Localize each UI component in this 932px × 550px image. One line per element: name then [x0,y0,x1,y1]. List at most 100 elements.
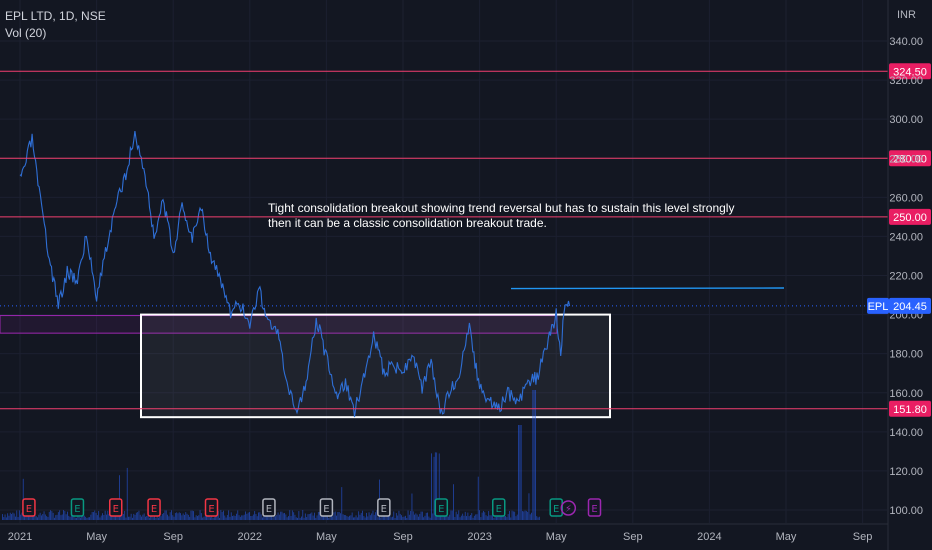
volume-bar [219,517,220,520]
level-price-label: 324.50 [893,66,927,78]
volume-indicator-label[interactable]: Vol (20) [5,26,47,40]
level-price-tag[interactable] [889,63,931,80]
volume-bar [384,516,386,520]
volume-bar [464,511,466,520]
volume-bar [428,516,430,520]
event-marker-earnings-negative[interactable]: E [109,498,123,517]
volume-bar [121,511,123,520]
volume-bar [106,514,107,520]
volume-bar [147,513,149,520]
volume-bar [332,516,334,520]
volume-bar [385,516,387,520]
volume-bar [486,516,488,520]
level-price-tag[interactable] [889,400,931,417]
volume-bar [28,515,29,520]
consolidation-box[interactable] [140,313,611,419]
volume-bar [126,467,128,520]
volume-bar [52,512,54,520]
volume-bar [11,514,12,520]
earnings-icon-box [434,498,449,517]
volume-bar [427,512,428,520]
volume-bar [421,511,423,520]
volume-bar [44,514,46,520]
volume-bar [207,516,209,520]
volume-bar [431,453,432,520]
event-marker-earnings-neutral[interactable]: E [262,498,276,517]
volume-bar [203,516,205,520]
time-tick-label: 2022 [238,531,262,543]
event-marker-earnings-positive[interactable]: E [492,498,506,517]
volume-bar [533,390,535,520]
volume-bar [96,515,98,520]
symbol-tag[interactable] [867,297,889,314]
time-axis[interactable]: 2021 May Sep 2022 May Sep 2023 May Sep 2024 May Sep [0,523,888,543]
volume-bar [477,476,479,520]
volume-bar [531,512,532,520]
volume-bar [458,510,460,520]
volume-bar [100,515,102,520]
annotation-line-1[interactable]: Tight consolidation breakout showing tre… [268,201,734,215]
volume-bar [405,515,406,520]
volume-bar [247,512,249,520]
volume-bar [204,515,206,520]
volume-bar [236,513,237,520]
volume-bar [98,510,100,520]
event-marker-earnings-positive[interactable]: E [434,498,449,517]
volume-bar [389,513,391,520]
volume-bar [195,515,197,520]
symbol-title[interactable]: EPL LTD, 1D, NSE [5,9,106,23]
volume-bar [429,517,431,520]
volume-bar [445,514,447,520]
horizontal-levels[interactable]: 324.50 280.00 250.00 151.80 [0,63,931,417]
event-marker-split[interactable]: ⚡ [560,500,577,516]
volume-bar [350,515,352,520]
last-price-tag[interactable] [889,297,931,314]
event-marker-earnings-neutral[interactable]: E [319,498,334,517]
volume-bar [241,515,243,520]
volume-bar [238,515,240,520]
volume-bar [483,510,484,520]
volume-bar [485,515,487,520]
volume-bar [476,514,478,520]
event-marker-earnings-neutral[interactable]: E [377,498,391,517]
price-axis[interactable]: 100.00120.00140.00160.00180.00200.00220.… [867,0,931,550]
event-marker-earnings-upcoming[interactable]: E [587,498,602,517]
volume-bar [185,512,187,520]
volume-bar [406,517,408,520]
volume-bar [425,512,427,520]
volume-bar [7,513,9,520]
volume-bar [281,511,283,520]
volume-bar [55,515,57,520]
volume-bar [369,515,371,520]
volume-bar [229,516,231,520]
event-marker-earnings-negative[interactable]: E [204,498,219,517]
annotation-line-2[interactable]: then it can be a classic consolidation b… [268,216,547,230]
trend-line[interactable] [510,287,785,290]
volume-bar [199,510,201,520]
event-marker-earnings-negative[interactable]: E [147,498,161,517]
volume-bar [346,516,348,520]
event-marker-earnings-negative[interactable]: E [22,498,36,517]
event-marker-earnings-positive[interactable]: E [70,498,85,517]
volume-bar [475,514,477,520]
price-tick-label: 160.00 [889,388,923,400]
event-label: E [496,504,502,515]
level-price-label: 151.80 [893,404,927,416]
level-price-tag[interactable] [889,208,931,225]
volume-bar [433,456,435,520]
level-price-tag[interactable] [889,150,931,167]
volume-bar [232,516,233,520]
event-label: ⚡ [565,504,572,515]
volume-bar [272,517,274,520]
volume-bar [414,514,415,520]
volume-bar [336,515,337,520]
volume-bar [102,513,103,520]
event-marker-earnings-positive[interactable]: E [549,498,563,517]
volume-bar [449,514,451,520]
event-markers[interactable]: E E E E E E E E E E E ⚡ E [22,498,602,517]
volume-bar [359,514,361,520]
volume-bar [314,512,315,520]
volume-bar [523,511,525,520]
volume-bar [249,512,250,520]
